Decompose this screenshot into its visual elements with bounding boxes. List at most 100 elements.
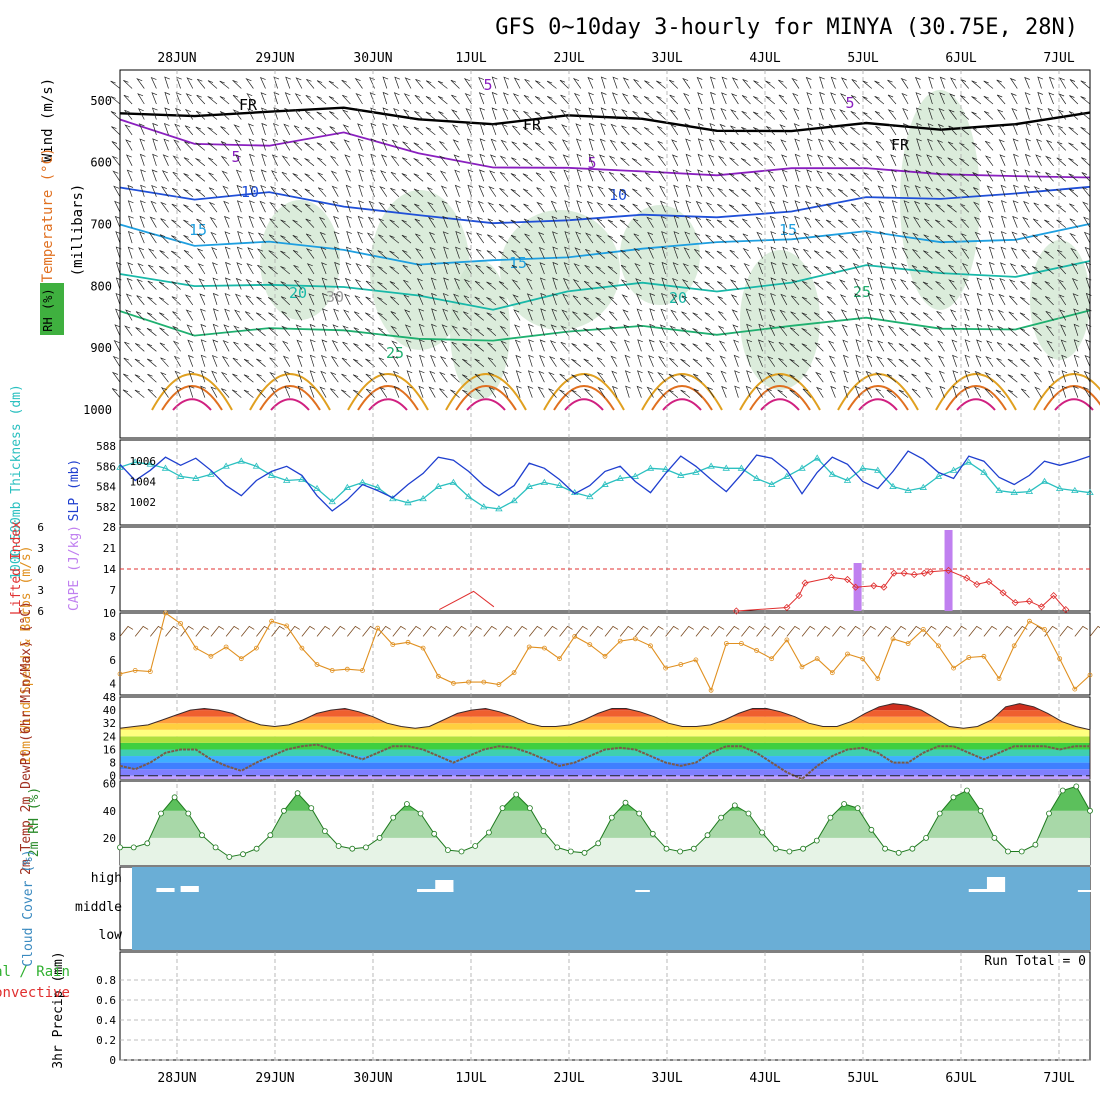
wind-barb — [320, 354, 327, 367]
wind-barb — [273, 76, 280, 89]
date-label-bottom: 28JUN — [157, 1071, 196, 1086]
wind-barb — [633, 247, 642, 259]
wind-barb — [826, 203, 836, 213]
wind-barb — [489, 154, 497, 166]
wind-barb — [365, 248, 375, 259]
wind-barb — [413, 158, 424, 167]
wind-barb — [561, 124, 569, 136]
wind-barb — [1071, 262, 1079, 275]
wind-barb — [174, 123, 181, 136]
wind-barb — [898, 374, 909, 383]
wind-barb — [838, 249, 848, 259]
wind-barb — [746, 339, 753, 352]
wind-barb — [769, 308, 776, 321]
wind-barb — [321, 292, 328, 306]
rh-marker — [226, 854, 233, 860]
wind-barb — [1045, 325, 1054, 337]
wind-barb — [976, 323, 983, 336]
wind-marker — [208, 653, 214, 659]
wind-barb — [998, 293, 1006, 306]
wind-barb — [887, 109, 897, 120]
li-tick: 6 — [37, 521, 44, 534]
wind-barb — [1072, 293, 1079, 306]
wind-barb — [620, 279, 630, 290]
wind-barb — [294, 93, 303, 105]
surface-warm-contour — [1054, 398, 1094, 411]
wind-barb — [212, 323, 219, 336]
wind-barb — [285, 76, 291, 89]
wind-barb — [754, 172, 763, 182]
surface-warm-contour — [357, 385, 419, 411]
wind-barb — [234, 309, 242, 321]
wind-barb — [644, 157, 654, 167]
wind-barb — [175, 385, 182, 398]
wind-barb — [781, 169, 788, 182]
surface-wind-barb — [301, 625, 316, 637]
wind-barb — [146, 358, 157, 367]
wind-barb — [479, 138, 486, 151]
wind-barb — [195, 126, 206, 136]
wind-barb — [425, 96, 436, 105]
wind-barb — [901, 247, 909, 259]
surface-wind-barb — [938, 625, 952, 637]
wind-barb — [608, 296, 618, 306]
wind-barb — [208, 201, 218, 213]
wind-barb — [1080, 142, 1091, 151]
wind-barb — [595, 297, 606, 306]
li-marker — [1062, 606, 1070, 614]
wind-barb — [850, 126, 860, 136]
wind-barb — [670, 124, 679, 136]
wind-barb — [742, 218, 751, 228]
wind-barb — [681, 279, 691, 290]
wind-barb — [305, 233, 315, 244]
rh-marker — [759, 829, 765, 836]
wind-barb — [377, 281, 388, 290]
wind-barb — [767, 170, 776, 182]
wind-barb — [948, 125, 957, 136]
wind-barb — [731, 93, 739, 105]
wind-barb — [768, 324, 776, 336]
wind-barb — [680, 389, 691, 398]
wind-barb — [535, 172, 545, 182]
wind-barb — [209, 216, 218, 228]
wind-barb — [515, 354, 522, 367]
wind-barb — [862, 96, 873, 105]
wind-barb — [656, 111, 666, 120]
wind-barb — [1020, 373, 1030, 383]
li-marker — [920, 569, 928, 577]
wind-barb — [716, 250, 727, 259]
wind-barb — [661, 292, 667, 306]
wind-barb — [243, 389, 254, 398]
li-marker — [880, 583, 888, 591]
wind-barb — [814, 342, 824, 352]
wind-barb — [587, 76, 594, 89]
pressure-tick: 500 — [90, 94, 112, 108]
wind-barb — [281, 311, 291, 321]
wind-barb — [814, 234, 824, 244]
wind-barb — [271, 170, 278, 182]
wind-barb — [377, 250, 388, 259]
wind-barb — [382, 91, 389, 105]
wind-barb — [959, 142, 970, 151]
wind-barb — [971, 142, 982, 151]
wind-barb — [685, 138, 691, 151]
wind-barb — [342, 325, 351, 337]
wind-barb — [827, 139, 836, 151]
rh-marker — [199, 832, 205, 839]
wind-barb — [172, 311, 181, 321]
wind-barb — [232, 79, 242, 89]
wind-barb — [644, 172, 654, 182]
wind-barb — [986, 185, 994, 197]
wind-barb — [534, 142, 545, 151]
wind-barb — [890, 154, 897, 166]
wind-barb — [297, 370, 304, 383]
wind-barb — [1025, 107, 1031, 120]
wind-barb — [830, 385, 837, 398]
wind-barb — [898, 358, 909, 367]
wind-barb — [330, 170, 339, 182]
wind-marker — [814, 656, 820, 662]
wind-barb — [611, 92, 618, 105]
wind-barb — [536, 201, 545, 213]
wind-barb — [758, 292, 765, 306]
wind-barb — [523, 218, 533, 228]
